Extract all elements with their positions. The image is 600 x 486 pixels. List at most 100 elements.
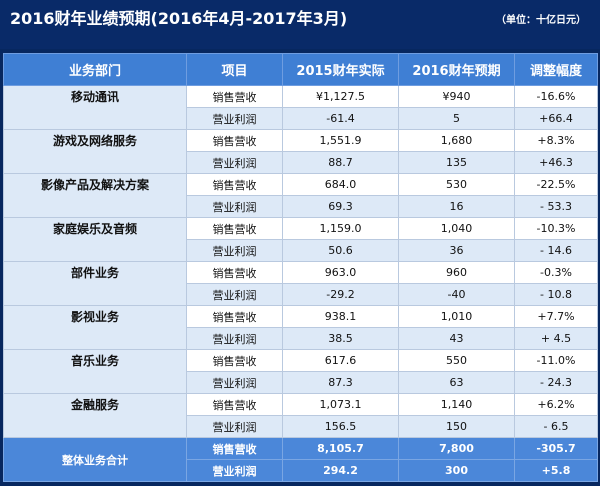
table-row: 音乐业务 销售营收 617.6 550 -11.0% xyxy=(3,349,598,394)
item-cell: 销售营收 xyxy=(186,261,283,284)
change-cell: -305.7 xyxy=(514,437,598,460)
forecast-cell: -40 xyxy=(398,283,515,306)
change-cell: - 14.6 xyxy=(514,239,598,262)
item-cell: 营业利润 xyxy=(186,415,283,438)
item-cell: 销售营收 xyxy=(186,305,283,328)
table-row: 营业利润 -61.4 5 +66.4 xyxy=(4,107,598,130)
dept-cell: 移动通讯 xyxy=(3,85,187,130)
change-cell: +46.3 xyxy=(514,151,598,174)
item-cell: 营业利润 xyxy=(186,283,283,306)
change-cell: +66.4 xyxy=(514,107,598,130)
table-row: 影像产品及解决方案 销售营收 684.0 530 -22.5% xyxy=(3,173,598,218)
table-row: 部件业务 销售营收 963.0 960 -0.3% xyxy=(3,261,598,306)
actual-cell: 50.6 xyxy=(282,239,399,262)
actual-cell: ¥1,127.5 xyxy=(282,85,399,108)
forecast-cell: 43 xyxy=(398,327,515,350)
column-header-change: 调整幅度 xyxy=(514,53,598,86)
item-cell: 营业利润 xyxy=(186,107,283,130)
change-cell: - 53.3 xyxy=(514,195,598,218)
table-row: 营业利润 87.3 63- 24.3 xyxy=(4,371,598,394)
table-row: 家庭娱乐及音频 销售营收 1,159.0 1,040 -10.3% xyxy=(3,217,598,262)
forecast-cell: 7,800 xyxy=(398,437,515,460)
table-row: 营业利润 294.2 300 +5.8 xyxy=(4,459,598,482)
forecast-cell: 530 xyxy=(398,173,515,196)
item-cell: 销售营收 xyxy=(186,129,283,152)
dept-cell: 金融服务 xyxy=(3,393,187,438)
item-cell: 销售营收 xyxy=(186,349,283,372)
item-cell: 销售营收 xyxy=(186,393,283,416)
title-bar: 2016财年业绩预期(2016年4月-2017年3月) （单位：十亿日元） xyxy=(0,0,600,49)
column-header-forecast: 2016财年预期 xyxy=(398,53,515,86)
column-header-item: 项目 xyxy=(186,53,283,86)
item-cell: 销售营收 xyxy=(186,437,283,460)
actual-cell: 69.3 xyxy=(282,195,399,218)
change-cell: -11.0% xyxy=(514,349,598,372)
forecast-cell: 1,140 xyxy=(398,393,515,416)
change-cell: +6.2% xyxy=(514,393,598,416)
unit-label: （单位：十亿日元） xyxy=(496,15,586,26)
table-row: 整体业务合计 销售营收 8,105.7 7,800 -305.7 xyxy=(3,437,598,482)
table-row: 营业利润 69.3 16- 53.3 xyxy=(4,195,598,218)
forecast-cell: ¥940 xyxy=(398,85,515,108)
item-cell: 营业利润 xyxy=(186,151,283,174)
forecast-cell: 1,040 xyxy=(398,217,515,240)
dept-cell: 影像产品及解决方案 xyxy=(3,173,187,218)
table-body: 移动通讯 销售营收 ¥1,127.5 ¥940 -16.6% 营业利润 -61.4 5 +66.… xyxy=(3,85,598,482)
change-cell: +8.3% xyxy=(514,129,598,152)
actual-cell: -61.4 xyxy=(282,107,399,130)
forecast-cell: 16 xyxy=(398,195,515,218)
table-row: 营业利润 38.5 43 + 4.5 xyxy=(4,327,598,350)
forecast-cell: 150 xyxy=(398,415,515,438)
change-cell: -10.3% xyxy=(514,217,598,240)
item-cell: 销售营收 xyxy=(186,217,283,240)
item-cell: 销售营收 xyxy=(186,85,283,108)
item-cell: 销售营收 xyxy=(186,173,283,196)
table-header-row: 业务部门 项目 2015财年实际 2016财年预期 调整幅度 xyxy=(3,53,598,86)
page-title: 2016财年业绩预期(2016年4月-2017年3月) xyxy=(10,9,348,28)
actual-cell: 87.3 xyxy=(282,371,399,394)
change-cell: + 4.5 xyxy=(514,327,598,350)
change-cell: -16.6% xyxy=(514,85,598,108)
change-cell: +7.7% xyxy=(514,305,598,328)
change-cell: - 24.3 xyxy=(514,371,598,394)
total-dept-cell: 整体业务合计 xyxy=(3,437,187,482)
actual-cell: 1,159.0 xyxy=(282,217,399,240)
actual-cell: 1,551.9 xyxy=(282,129,399,152)
change-cell: -22.5% xyxy=(514,173,598,196)
change-cell: - 10.8 xyxy=(514,283,598,306)
table-row: 金融服务 销售营收 1,073.1 1,140 +6.2% xyxy=(3,393,598,438)
dept-cell: 游戏及网络服务 xyxy=(3,129,187,174)
actual-cell: 8,105.7 xyxy=(282,437,399,460)
table-row: 游戏及网络服务 销售营收 1,551.9 1,680 +8.3% xyxy=(3,129,598,174)
dept-cell: 部件业务 xyxy=(3,261,187,306)
dept-cell: 家庭娱乐及音频 xyxy=(3,217,187,262)
forecast-cell: 1,010 xyxy=(398,305,515,328)
actual-cell: 617.6 xyxy=(282,349,399,372)
actual-cell: 963.0 xyxy=(282,261,399,284)
actual-cell: 38.5 xyxy=(282,327,399,350)
column-header-actual: 2015财年实际 xyxy=(282,53,399,86)
table-row: 移动通讯 销售营收 ¥1,127.5 ¥940 -16.6% xyxy=(3,85,598,130)
forecast-cell: 1,680 xyxy=(398,129,515,152)
table-row: 营业利润 88.7 135 +46.3 xyxy=(4,151,598,174)
forecast-cell: 5 xyxy=(398,107,515,130)
actual-cell: 156.5 xyxy=(282,415,399,438)
change-cell: - 6.5 xyxy=(514,415,598,438)
dept-cell: 影视业务 xyxy=(3,305,187,350)
actual-cell: 938.1 xyxy=(282,305,399,328)
forecast-cell: 63 xyxy=(398,371,515,394)
item-cell: 营业利润 xyxy=(186,239,283,262)
table-row: 影视业务 销售营收 938.1 1,010 +7.7% xyxy=(3,305,598,350)
change-cell: +5.8 xyxy=(514,459,598,482)
table-row: 营业利润 -29.2 -40- 10.8 xyxy=(4,283,598,306)
actual-cell: 294.2 xyxy=(282,459,399,482)
forecast-cell: 135 xyxy=(398,151,515,174)
forecast-cell: 960 xyxy=(398,261,515,284)
actual-cell: 88.7 xyxy=(282,151,399,174)
item-cell: 营业利润 xyxy=(186,459,283,482)
column-header-dept: 业务部门 xyxy=(3,53,187,86)
item-cell: 营业利润 xyxy=(186,195,283,218)
forecast-cell: 36 xyxy=(398,239,515,262)
actual-cell: 684.0 xyxy=(282,173,399,196)
